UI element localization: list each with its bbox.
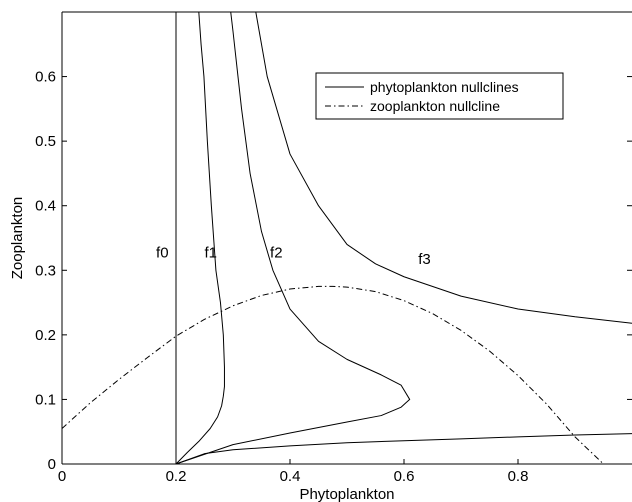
series-layer — [62, 12, 632, 464]
series-line-f3 — [255, 12, 632, 324]
legend-box — [315, 72, 564, 120]
series-line-zooplankton-nullcline — [62, 285, 605, 464]
y-axis-label: Zooplankton — [9, 197, 26, 280]
legend-label-zooplankton: zooplankton nullcline — [370, 98, 500, 114]
y-tick-label: 0 — [48, 456, 56, 473]
curve-label-f0: f0 — [156, 244, 169, 261]
legend-label-phytoplankton: phytoplankton nullclines — [370, 79, 519, 95]
series-line-f2 — [175, 12, 411, 464]
curve-label-f2: f2 — [270, 244, 283, 261]
series-line-f1 — [175, 12, 225, 464]
y-ticks: 0 0.1 0.2 0.3 0.4 0.5 0.6 — [35, 69, 632, 473]
x-ticks: 0 0.2 0.4 0.6 0.8 — [58, 459, 529, 485]
x-tick-label: 0.6 — [394, 468, 415, 485]
y-tick-label: 0.3 — [35, 262, 56, 279]
y-tick-label: 0.2 — [35, 327, 56, 344]
y-tick-label: 0.1 — [35, 391, 56, 408]
y-tick-label: 0.6 — [35, 69, 56, 86]
x-tick-label: 0.2 — [166, 468, 187, 485]
x-axis-label: Phytoplankton — [299, 486, 394, 502]
series-line — [175, 433, 632, 464]
x-tick-label: 0.8 — [508, 468, 529, 485]
curve-label-f3: f3 — [418, 251, 431, 268]
curve-labels: f0 f1 f2 f3 — [156, 244, 431, 267]
x-tick-label: 0 — [58, 468, 66, 485]
x-tick-label: 0.4 — [280, 468, 301, 485]
legend: phytoplankton nullclines zooplankton nul… — [315, 72, 564, 120]
y-tick-label: 0.4 — [35, 198, 56, 215]
y-tick-label: 0.5 — [35, 133, 56, 150]
curve-label-f1: f1 — [205, 244, 218, 261]
